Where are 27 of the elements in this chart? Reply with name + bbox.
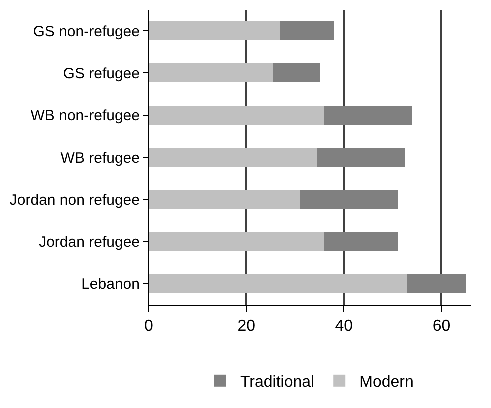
bar	[149, 232, 325, 252]
x-tick-label: 0	[144, 318, 154, 336]
bar	[149, 22, 281, 41]
y-tick-label: Lebanon	[82, 276, 140, 294]
bar	[149, 274, 408, 294]
x-tick-label: 60	[432, 318, 451, 336]
y-tick-label: Jordan non refugee	[10, 192, 140, 209]
bar	[149, 148, 318, 167]
y-tick-label: GS refugee	[63, 65, 140, 82]
x-tick-label: 40	[335, 318, 354, 336]
x-tick-label: 20	[238, 318, 256, 336]
bar	[317, 148, 406, 167]
legend-label: Traditional	[240, 374, 315, 392]
y-tick-label: WB non-refugee	[30, 108, 140, 125]
bar	[273, 64, 320, 83]
y-tick-label: GS non-refugee	[33, 23, 140, 40]
bar	[149, 64, 274, 83]
y-tick-label: WB refugee	[60, 150, 140, 167]
bar	[280, 22, 334, 41]
bar	[324, 232, 398, 252]
y-tick-label: Jordan refugee	[39, 234, 140, 252]
bar	[408, 274, 466, 294]
bar	[149, 190, 300, 210]
bar	[324, 106, 412, 125]
bar	[300, 190, 398, 210]
legend-label: Modern	[360, 374, 414, 392]
bar	[149, 106, 325, 125]
